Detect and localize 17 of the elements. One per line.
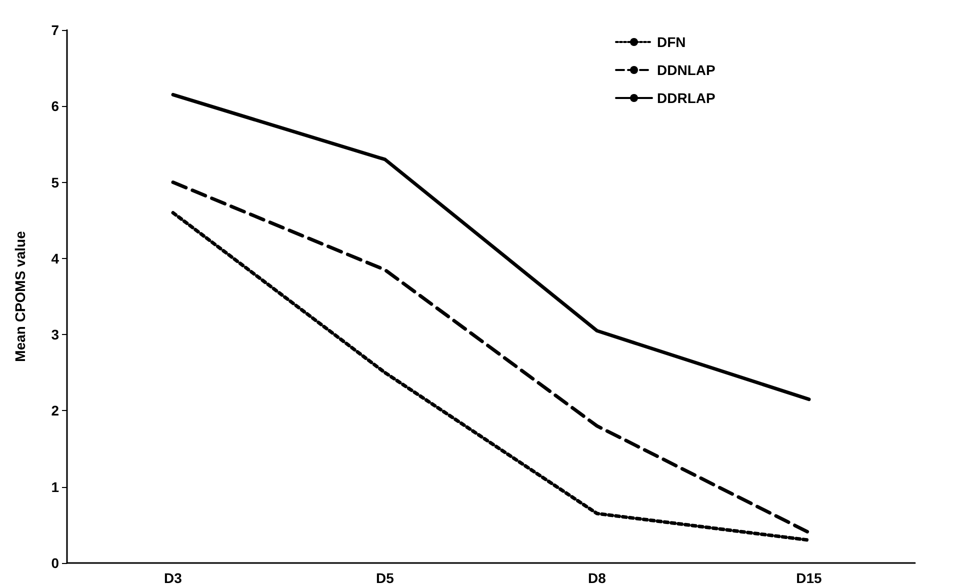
y-tick-label: 3 — [51, 326, 60, 343]
y-tick-label: 0 — [51, 555, 60, 571]
y-tick-label: 2 — [51, 402, 60, 419]
x-tick-label: D3 — [164, 570, 182, 585]
x-tick-label: D15 — [796, 570, 822, 585]
legend-label: DFN — [657, 34, 686, 50]
y-axis-title: Mean CPOMS value — [12, 230, 28, 362]
legend-label: DDNLAP — [657, 62, 716, 78]
x-tick-label: D8 — [588, 570, 606, 585]
y-tick-label: 7 — [51, 22, 60, 38]
y-tick-label: 1 — [51, 478, 60, 495]
line-series — [171, 92, 811, 402]
legend-label: DDRLAP — [657, 90, 716, 106]
y-tick-label: 4 — [51, 250, 60, 266]
y-tick-label: 5 — [51, 174, 60, 190]
y-tick-label: 6 — [51, 98, 60, 114]
x-tick-label: D5 — [376, 570, 394, 585]
